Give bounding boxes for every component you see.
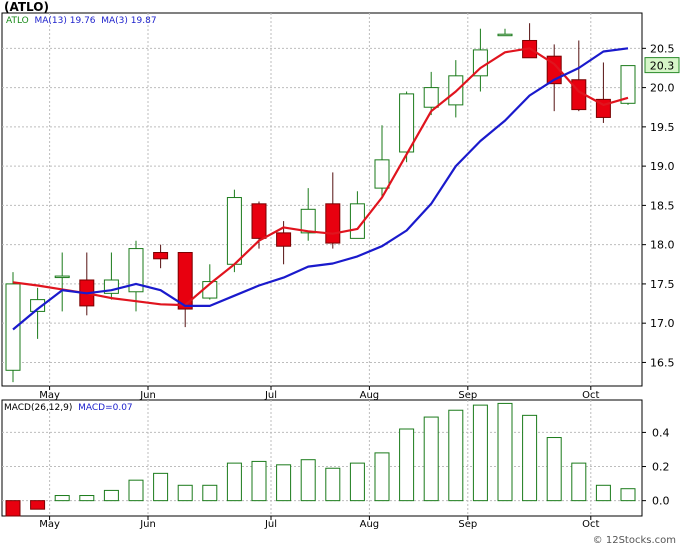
candle-down	[177, 252, 193, 310]
macd-bar	[251, 460, 267, 502]
price-xtick-label: Aug	[360, 390, 380, 401]
price-xtick-label: Sep	[458, 390, 477, 401]
macd-bar	[153, 472, 169, 502]
price-ytick-label: 19.5	[650, 121, 675, 134]
macd-bar	[54, 495, 70, 502]
price-xtick-label: Jul	[264, 390, 277, 401]
macd-bar	[226, 462, 242, 502]
macd-bar	[276, 464, 292, 502]
price-ytick-label: 16.5	[650, 356, 675, 369]
macd-xtick-label: Jul	[264, 519, 277, 530]
macd-bar	[374, 452, 390, 502]
macd-bar	[497, 402, 513, 502]
price-ytick-label: 17.0	[650, 317, 675, 330]
macd-bar	[79, 495, 95, 502]
candle-up	[128, 248, 144, 293]
last-price-tag	[644, 57, 680, 74]
price-ytick-label: 18.0	[650, 239, 675, 252]
macd-bar	[103, 489, 119, 502]
macd-ytick-label: 0.2	[652, 461, 670, 474]
candle-up	[300, 208, 316, 234]
macd-bar	[325, 467, 341, 502]
macd-xtick-label: Oct	[582, 519, 599, 530]
candle-up	[30, 299, 46, 312]
price-ytick-label: 19.0	[650, 160, 675, 173]
macd-ytick-label: 0.4	[652, 426, 670, 439]
macd-bar	[448, 409, 464, 502]
candle-down	[153, 252, 169, 260]
candle-down	[325, 203, 341, 244]
ma-short-line	[12, 47, 629, 307]
macd-panel-frame	[1, 399, 643, 517]
candle-up	[497, 33, 513, 37]
price-panel-frame	[1, 12, 643, 387]
macd-bar-negative	[5, 500, 21, 517]
candle-up	[374, 159, 390, 189]
macd-bar	[571, 462, 587, 502]
macd-bar	[595, 484, 611, 502]
macd-bar	[349, 462, 365, 502]
price-xtick-label: Jun	[139, 390, 156, 401]
price-ytick-label: 18.5	[650, 199, 675, 212]
macd-bar-negative	[30, 500, 46, 510]
macd-legend: MACD(26,12,9) MACD=0.07	[4, 403, 133, 413]
legend-symbol: ATLO	[6, 16, 29, 26]
macd-bar	[399, 428, 415, 502]
candle-up	[5, 283, 21, 371]
macd-xtick-label: May	[39, 519, 60, 530]
macd-xtick-label: Aug	[360, 519, 380, 530]
macd-bar	[546, 437, 562, 502]
ma-long-line	[12, 47, 629, 331]
candle-down	[276, 232, 292, 247]
price-ytick-label: 20.0	[650, 82, 675, 95]
macd-bar	[620, 488, 636, 502]
price-ytick-label: 17.5	[650, 278, 675, 291]
price-ytick-label: 20.5	[650, 42, 675, 55]
candle-up	[620, 65, 636, 104]
legend-ma-long-value: 19.76	[69, 16, 96, 26]
macd-bar	[202, 484, 218, 502]
legend-ma-short-value: 19.87	[130, 16, 157, 26]
candle-up	[399, 93, 415, 153]
candle-up	[54, 275, 70, 279]
macd-bar	[472, 404, 488, 502]
candle-up	[423, 87, 439, 108]
legend-ma-long-label: MA(13)	[34, 16, 67, 26]
macd-legend-value: MACD=0.07	[78, 403, 133, 413]
macd-xtick-label: Jun	[139, 519, 156, 530]
macd-bar	[177, 484, 193, 502]
macd-bar	[128, 479, 144, 502]
candle-up	[226, 197, 242, 265]
macd-ytick-label: 0.0	[652, 495, 670, 508]
macd-bar	[522, 414, 538, 502]
macd-legend-label: MACD(26,12,9)	[4, 403, 73, 413]
macd-bar	[423, 416, 439, 502]
watermark-text: © 12Stocks.com	[592, 535, 676, 546]
price-legend: ATLO MA(13) 19.76 MA(3) 19.87	[6, 16, 157, 26]
macd-xtick-label: Sep	[458, 519, 477, 530]
candle-down	[251, 203, 267, 239]
last-price-tag-label: 20.3	[650, 60, 675, 73]
price-xtick-label: May	[39, 390, 60, 401]
legend-ma-short-label: MA(3)	[101, 16, 128, 26]
price-xtick-label: Oct	[582, 390, 599, 401]
macd-bar	[300, 459, 316, 502]
chart-title: (ATLO)	[4, 0, 49, 14]
